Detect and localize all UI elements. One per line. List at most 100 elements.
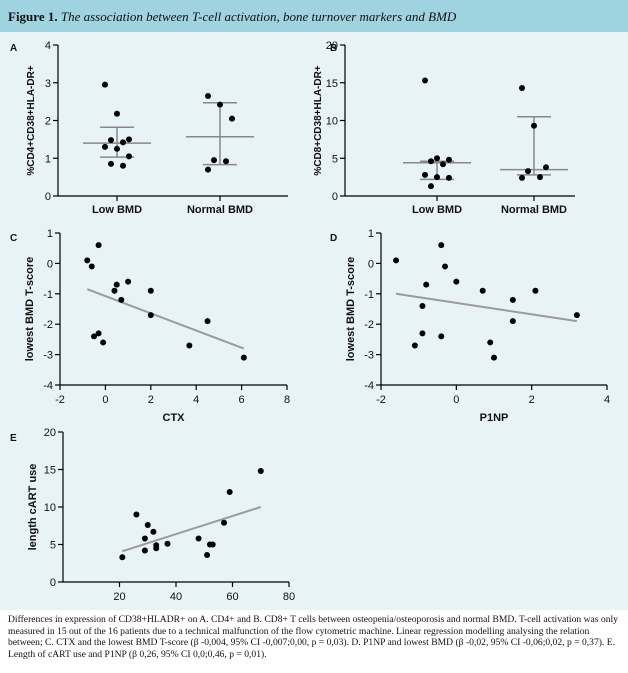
regression-line-d [395, 292, 578, 323]
data-point-e [204, 552, 211, 558]
y-tick-label-c: 1 [47, 228, 53, 240]
x-tick-label-e: 80 [283, 591, 295, 603]
regression-line-c [86, 288, 245, 350]
y-tick-label-a: 1 [45, 153, 51, 165]
x-tick-label-e: 40 [170, 591, 182, 603]
x-tick-label-c: 0 [102, 394, 108, 406]
y-tick-label-c: -4 [43, 380, 53, 392]
y-tick-label-b: 0 [332, 191, 338, 203]
x-tick-label-d: -2 [376, 394, 386, 406]
data-point-d [438, 333, 445, 340]
data-point-d [573, 312, 580, 319]
data-point-e [141, 535, 148, 542]
data-point-c [88, 263, 95, 270]
category-label-b: Low BMD [412, 204, 462, 216]
y-tick-label-e: 15 [44, 465, 56, 477]
data-point-c [111, 287, 118, 294]
data-point-d [487, 339, 494, 346]
y-tick-label-c: -1 [43, 289, 53, 301]
y-tick-label-e: 5 [50, 540, 56, 552]
data-point-a [217, 101, 223, 108]
y-tick-label-d: -2 [364, 319, 374, 331]
x-axis-title-e: PINP [163, 609, 189, 610]
data-point-a [108, 160, 114, 167]
y-tick-label-a: 2 [45, 116, 51, 128]
x-tick-label-c: -2 [55, 394, 65, 406]
y-tick-label-b: 10 [326, 116, 338, 128]
data-point-c [125, 278, 132, 285]
data-point-c [84, 257, 91, 264]
panel-label-c: C [10, 233, 17, 244]
data-point-e [257, 468, 264, 474]
x-tick-label-c: 2 [148, 394, 154, 406]
data-point-d [453, 278, 460, 285]
data-point-d [491, 354, 497, 361]
y-tick-label-b: 20 [326, 40, 338, 52]
x-axis-title-d: P1NP [480, 412, 509, 424]
data-point-e [221, 519, 228, 526]
y-tick-label-a: 0 [45, 191, 51, 203]
category-label-a: Normal BMD [187, 204, 253, 216]
data-point-c [113, 281, 120, 288]
data-point-b [428, 158, 434, 165]
data-point-a [102, 81, 108, 88]
data-point-e [164, 540, 171, 547]
x-tick-label-d: 2 [529, 394, 535, 406]
y-tick-label-d: -1 [364, 289, 374, 301]
data-point-b [531, 122, 537, 129]
y-tick-label-c: -2 [43, 319, 53, 331]
data-point-e [119, 554, 126, 561]
data-point-d [411, 342, 418, 349]
data-point-b [434, 174, 440, 181]
y-tick-label-a: 3 [45, 78, 51, 90]
data-point-a [120, 139, 126, 146]
x-tick-label-c: 4 [193, 394, 199, 406]
data-point-c [95, 242, 102, 249]
data-point-b [537, 174, 543, 181]
category-label-a: Low BMD [92, 204, 142, 216]
data-point-e [144, 522, 151, 528]
data-point-a [126, 136, 132, 143]
data-point-a [211, 157, 217, 164]
data-point-a [223, 158, 229, 165]
data-point-b [422, 77, 428, 84]
data-point-b [543, 164, 549, 171]
y-axis-title-b: %CD8+CD38+HLA-DR+ [313, 65, 324, 175]
data-point-e [153, 545, 160, 552]
data-point-a [114, 110, 120, 117]
data-point-a [114, 145, 120, 152]
y-axis-title-e: length cART use [27, 464, 39, 551]
y-tick-label-c: 0 [47, 258, 53, 270]
y-tick-label-c: -3 [43, 350, 53, 362]
data-point-d [509, 318, 516, 325]
data-point-c [100, 339, 107, 346]
figure-label: Figure 1. [8, 9, 58, 24]
x-tick-label-c: 6 [239, 394, 245, 406]
data-point-e [141, 547, 148, 554]
data-point-a [205, 92, 211, 99]
data-point-d [393, 257, 400, 264]
data-point-a [120, 162, 126, 169]
y-tick-label-d: 0 [368, 258, 374, 270]
y-tick-label-e: 20 [44, 427, 56, 439]
data-point-b [446, 174, 452, 181]
y-tick-label-a: 4 [45, 40, 51, 52]
data-point-d [419, 330, 426, 337]
y-axis-title-c: lowest BMD T-score [24, 257, 36, 362]
data-point-d [532, 287, 539, 294]
x-tick-label-c: 8 [284, 394, 290, 406]
y-axis-title-d: lowest BMD T-score [345, 257, 357, 362]
figure-header: Figure 1. The association between T-cell… [0, 0, 628, 32]
chart-panels: A 0 1 2 3 4 %CD4+CD38+HLA-DR+ Low BMD Normal BMD… [10, 40, 610, 610]
data-point-b [525, 168, 531, 175]
data-point-a [102, 143, 108, 150]
data-point-a [108, 137, 114, 144]
panel-label-a: A [10, 43, 17, 54]
panel-label-b: B [330, 43, 337, 54]
y-tick-label-d: 1 [368, 228, 374, 240]
figure-caption: Differences in expression of CD38+HLADR+… [0, 610, 628, 673]
data-point-d [419, 302, 426, 309]
data-point-d [442, 263, 449, 270]
data-point-d [479, 287, 486, 294]
